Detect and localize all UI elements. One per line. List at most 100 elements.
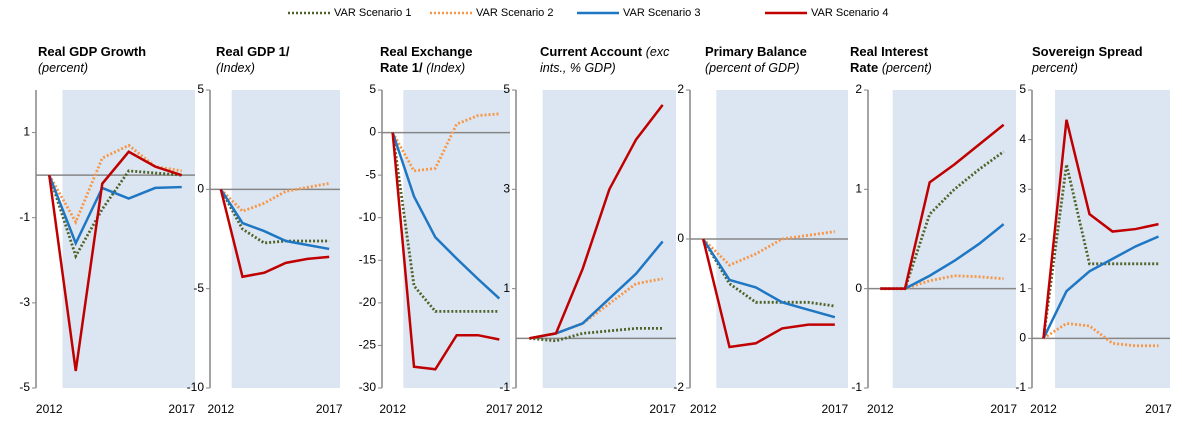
series-line bbox=[48, 174, 182, 247]
series-line bbox=[47, 169, 182, 260]
subtitle-text: (Index) bbox=[426, 61, 466, 75]
subtitle-text: (percent) bbox=[38, 61, 89, 75]
y-tick-label: -5 bbox=[193, 281, 204, 295]
panel-title: Real Exchange Rate 1/ (Index) bbox=[380, 44, 495, 76]
panel-title: Real Interest Rate (percent) bbox=[850, 44, 955, 76]
y-tick-label: 1 bbox=[503, 281, 510, 295]
x-tick-label: 2017 bbox=[316, 402, 343, 416]
series-line bbox=[219, 189, 330, 279]
y-tick-label: 0 bbox=[197, 182, 204, 196]
y-tick-label: -2 bbox=[673, 380, 684, 394]
y-tick-label: 1 bbox=[855, 182, 862, 196]
legend-label: VAR Scenario 1 bbox=[334, 7, 411, 19]
y-tick-label: -15 bbox=[359, 252, 377, 266]
series-line bbox=[702, 230, 836, 267]
subtitle-text: (percent of GDP) bbox=[705, 61, 800, 75]
x-tick-label: 2012 bbox=[207, 402, 234, 416]
y-tick-label: -30 bbox=[359, 380, 377, 394]
series-line bbox=[880, 123, 1005, 290]
x-tick-label: 2012 bbox=[516, 402, 543, 416]
y-tick-label: 2 bbox=[677, 82, 684, 96]
series-line bbox=[529, 277, 663, 340]
y-tick-label: 5 bbox=[197, 82, 204, 96]
x-tick-label: 2017 bbox=[168, 402, 195, 416]
series-line bbox=[219, 188, 330, 251]
title-text: Primary Balance bbox=[705, 44, 807, 59]
y-tick-label: -1 bbox=[499, 380, 510, 394]
shaded-region bbox=[231, 90, 340, 388]
series-line bbox=[1042, 321, 1159, 348]
x-tick-label: 2012 bbox=[1030, 402, 1057, 416]
title-text: Current Account bbox=[540, 44, 643, 59]
y-tick-label: -1 bbox=[19, 210, 30, 224]
legend-label: VAR Scenario 3 bbox=[623, 7, 700, 19]
y-tick-label: -1 bbox=[851, 380, 862, 394]
y-tick-label: -10 bbox=[359, 210, 377, 224]
y-tick-label: -1 bbox=[1015, 380, 1026, 394]
series-line bbox=[529, 104, 664, 340]
series-line bbox=[391, 132, 500, 313]
series-line bbox=[391, 132, 501, 300]
y-tick-label: 3 bbox=[503, 182, 510, 196]
series-line bbox=[701, 238, 835, 349]
legend-label: VAR Scenario 4 bbox=[811, 7, 888, 19]
title-text: Real GDP 1/ bbox=[216, 44, 290, 59]
x-tick-label: 2012 bbox=[379, 402, 406, 416]
series-line bbox=[391, 112, 500, 173]
title-text: Real GDP Growth bbox=[38, 44, 147, 59]
y-tick-label: 5 bbox=[1019, 82, 1026, 96]
series-line bbox=[529, 326, 663, 343]
subtitle-text: (exc ints., % GDP) bbox=[540, 45, 670, 75]
panel-title: Primary Balance (percent of GDP) bbox=[705, 44, 845, 76]
x-tick-label: 2017 bbox=[649, 402, 676, 416]
y-tick-label: -10 bbox=[187, 380, 205, 394]
series-line bbox=[48, 143, 182, 226]
x-tick-label: 2017 bbox=[990, 402, 1017, 416]
y-tick-label: -25 bbox=[359, 338, 377, 352]
x-tick-label: 2012 bbox=[867, 402, 894, 416]
panel-title: Current Account (exc ints., % GDP) bbox=[540, 44, 690, 76]
series-line bbox=[219, 181, 330, 213]
series-line bbox=[1042, 119, 1159, 339]
legend-label: VAR Scenario 2 bbox=[476, 7, 553, 19]
y-tick-label: 3 bbox=[1019, 182, 1026, 196]
shaded-region bbox=[542, 90, 676, 388]
panel-title: Real GDP Growth (percent) bbox=[38, 44, 168, 76]
subtitle-text: (percent) bbox=[881, 61, 932, 75]
series-line bbox=[1042, 235, 1159, 339]
y-tick-label: 5 bbox=[369, 82, 376, 96]
y-tick-label: 0 bbox=[855, 281, 862, 295]
y-tick-label: -3 bbox=[19, 295, 30, 309]
series-line bbox=[219, 188, 330, 245]
y-tick-label: -5 bbox=[365, 167, 376, 181]
panel-title: Real GDP 1/ (Index) bbox=[216, 44, 311, 76]
y-tick-label: 2 bbox=[1019, 231, 1026, 245]
title-text: Real Interest Rate bbox=[850, 44, 929, 75]
series-line bbox=[48, 150, 183, 372]
series-line bbox=[702, 238, 836, 319]
x-tick-label: 2017 bbox=[486, 402, 513, 416]
y-tick-label: 2 bbox=[855, 82, 862, 96]
shaded-region bbox=[62, 90, 195, 388]
x-tick-label: 2017 bbox=[1145, 402, 1172, 416]
panel-title: Sovereign Spread percent) bbox=[1032, 44, 1152, 76]
y-tick-label: 1 bbox=[1019, 281, 1026, 295]
series-line bbox=[701, 238, 836, 308]
x-tick-label: 2012 bbox=[36, 402, 63, 416]
title-text: Real Exchange Rate 1/ bbox=[380, 44, 473, 75]
x-tick-label: 2012 bbox=[690, 402, 717, 416]
y-tick-label: 4 bbox=[1019, 132, 1026, 146]
subtitle-text: percent) bbox=[1032, 61, 1078, 75]
shaded-region bbox=[892, 90, 1016, 388]
subtitle-text: (Index) bbox=[216, 61, 255, 75]
y-tick-label: -5 bbox=[19, 380, 30, 394]
title-text: Sovereign Spread bbox=[1032, 44, 1143, 59]
y-tick-label: 5 bbox=[503, 82, 510, 96]
y-tick-label: 1 bbox=[23, 125, 30, 139]
series-line bbox=[391, 132, 500, 371]
y-tick-label: 0 bbox=[1019, 331, 1026, 345]
shaded-region bbox=[403, 90, 510, 388]
y-tick-label: 0 bbox=[369, 125, 376, 139]
